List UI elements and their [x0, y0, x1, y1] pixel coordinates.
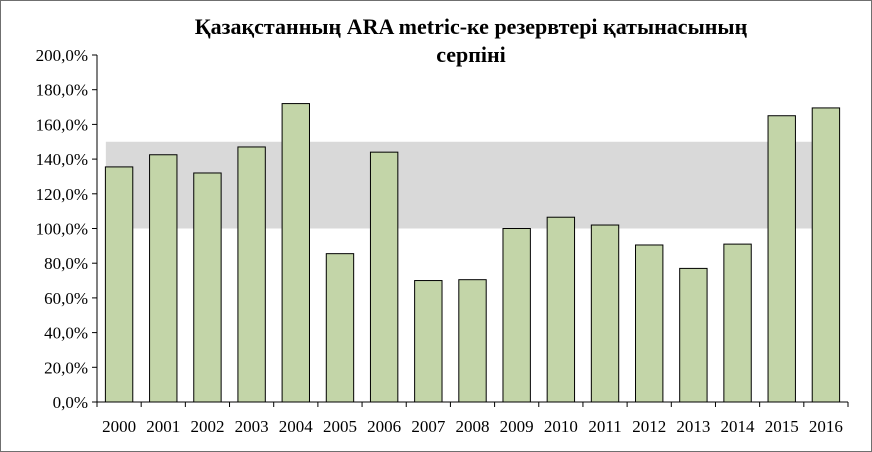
chart-title: Қазақстанның ARA metric-ке резервтері қа…	[121, 13, 821, 69]
bar-2003	[237, 146, 266, 403]
x-tick-label: 2004	[279, 417, 314, 436]
bar-2011	[590, 224, 620, 403]
x-tick-label: 2016	[809, 417, 843, 436]
bar-2015	[767, 115, 796, 403]
x-tick-label: 2000	[102, 417, 136, 436]
x-tick-label: 2015	[765, 417, 799, 436]
x-tick-label: 2010	[544, 417, 578, 436]
bar-layer	[104, 103, 841, 403]
bar-2004	[281, 103, 310, 403]
bar-2000	[104, 166, 134, 403]
axis-layer: 2000 2001 2002 2003 2004 2005 2006 2007 2008 2009…	[36, 46, 849, 436]
y-tick-label: 200,0%	[36, 46, 88, 65]
x-tick-label: 2012	[632, 417, 666, 436]
x-tick-label: 2001	[146, 417, 180, 436]
x-tick-label: 2009	[500, 417, 534, 436]
y-tick-label: 180,0%	[36, 81, 88, 100]
y-tick-label: 80,0%	[44, 254, 88, 273]
y-tick-label: 140,0%	[36, 150, 88, 169]
x-tick-label: 2003	[235, 417, 269, 436]
x-tick-label: 2005	[323, 417, 357, 436]
y-tick-label: 40,0%	[44, 324, 88, 343]
x-tick-label: 2008	[456, 417, 490, 436]
bar-2006	[369, 151, 399, 403]
x-tick-label: 2002	[190, 417, 224, 436]
y-tick-label: 0,0%	[53, 393, 88, 412]
x-tick-label: 2013	[676, 417, 710, 436]
chart-title-line-2: серпіні	[436, 42, 506, 67]
chart-title-line-1: Қазақстанның ARA metric-ке резервтері қа…	[194, 14, 748, 39]
x-tick-label: 2014	[721, 417, 756, 436]
adequacy-band	[105, 141, 840, 229]
bar-2005	[325, 253, 355, 403]
y-tick-label: 160,0%	[36, 115, 88, 134]
bar-2002	[193, 172, 222, 403]
bar-2007	[414, 280, 443, 403]
band-layer	[105, 141, 840, 229]
bar-2009	[502, 228, 531, 403]
y-tick-label: 20,0%	[44, 358, 88, 377]
x-tick-label: 2011	[588, 417, 621, 436]
x-tick-label: 2006	[367, 417, 401, 436]
bar-2008	[458, 279, 487, 403]
bar-2014	[723, 243, 752, 403]
bar-2001	[149, 154, 178, 403]
bar-2012	[635, 244, 664, 403]
bar-2010	[546, 216, 576, 403]
bar-2016	[811, 107, 841, 403]
y-tick-label: 60,0%	[44, 289, 88, 308]
y-tick-label: 120,0%	[36, 185, 88, 204]
bar-2013	[679, 267, 708, 403]
x-tick-label: 2007	[411, 417, 446, 436]
y-tick-label: 100,0%	[36, 220, 88, 239]
